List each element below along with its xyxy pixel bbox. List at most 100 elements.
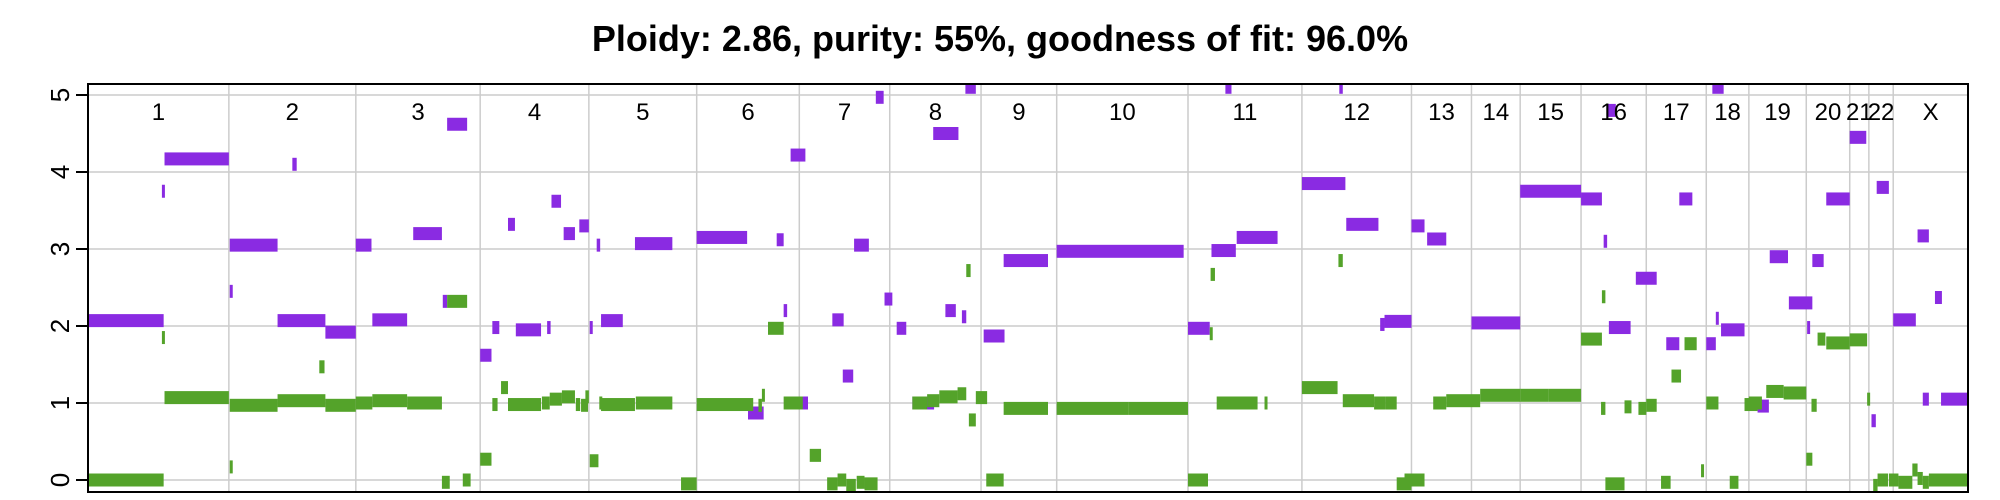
major-segment xyxy=(1384,314,1412,328)
major-segment xyxy=(229,238,278,252)
minor-segment xyxy=(508,398,542,412)
major-segment xyxy=(1236,230,1278,244)
minor-segment xyxy=(561,390,575,404)
minor-segment xyxy=(229,460,233,474)
minor-segment xyxy=(1783,386,1807,400)
minor-segment xyxy=(1671,369,1682,383)
minor-segment xyxy=(441,475,450,489)
minor-segment xyxy=(968,413,976,427)
major-segment xyxy=(1721,323,1745,337)
major-segment xyxy=(480,348,492,362)
major-segment xyxy=(1411,219,1425,233)
chromosome-label: 14 xyxy=(1482,99,1509,126)
major-segment xyxy=(896,321,907,335)
major-segment xyxy=(961,310,967,324)
chromosome-label: 21 xyxy=(1846,99,1873,126)
major-segment xyxy=(1715,311,1719,325)
minor-segment xyxy=(1480,388,1521,402)
minor-segment xyxy=(1342,394,1375,408)
major-segment xyxy=(1849,130,1867,144)
minor-segment xyxy=(1766,384,1784,398)
minor-segment xyxy=(758,398,762,412)
minor-segment xyxy=(1548,388,1582,402)
y-tick-label: 1 xyxy=(45,396,75,410)
minor-segment xyxy=(585,390,589,404)
minor-segment xyxy=(1806,452,1813,466)
minor-segment xyxy=(1188,473,1208,487)
minor-segment xyxy=(975,391,988,405)
minor-segment xyxy=(325,398,356,412)
major-segment xyxy=(634,237,673,251)
chromosome-label: 9 xyxy=(1012,99,1025,126)
minor-allele-series xyxy=(88,254,1968,491)
chromosome-label: 18 xyxy=(1714,99,1741,126)
minor-segment xyxy=(846,478,856,491)
minor-segment xyxy=(1701,464,1705,478)
major-segment xyxy=(1712,85,1724,94)
minor-segment xyxy=(768,321,784,335)
major-segment xyxy=(1788,296,1813,310)
minor-segment xyxy=(957,387,967,401)
grid-lines xyxy=(88,84,1968,492)
major-segment xyxy=(413,227,442,241)
chromosome-label: 19 xyxy=(1764,99,1791,126)
chromosome-label: 6 xyxy=(741,99,754,126)
chromosome-label: 11 xyxy=(1232,99,1257,126)
minor-segment xyxy=(480,452,492,466)
major-segment xyxy=(1812,254,1824,268)
major-segment xyxy=(372,313,408,327)
minor-segment xyxy=(601,398,635,412)
minor-segment xyxy=(986,473,1004,487)
minor-segment xyxy=(1817,332,1826,346)
major-segment xyxy=(579,219,589,233)
chromosome-label: 16 xyxy=(1600,99,1627,126)
minor-segment xyxy=(447,294,468,308)
major-segment xyxy=(1706,337,1716,351)
minor-segment xyxy=(1917,471,1923,485)
major-segment xyxy=(842,369,854,383)
major-segment xyxy=(1871,414,1876,428)
minor-segment xyxy=(1264,396,1268,410)
minor-segment xyxy=(319,360,325,374)
major-segment xyxy=(1581,192,1602,206)
major-segment xyxy=(983,329,1005,343)
minor-segment xyxy=(88,473,164,487)
major-segment xyxy=(551,194,562,208)
chromosome-label: 17 xyxy=(1663,99,1690,126)
major-segment xyxy=(1769,250,1788,264)
minor-segment xyxy=(1729,475,1739,489)
minor-segment xyxy=(1374,396,1386,410)
minor-segment xyxy=(1216,396,1258,410)
chromosome-label: 12 xyxy=(1343,99,1370,126)
minor-segment xyxy=(1867,392,1871,406)
minor-segment xyxy=(1056,401,1129,415)
major-segment xyxy=(875,90,884,104)
minor-segment xyxy=(783,396,803,410)
chromosome-label: 20 xyxy=(1815,99,1842,126)
major-segment xyxy=(933,127,959,140)
minor-segment xyxy=(372,394,408,408)
minor-segment xyxy=(575,398,581,412)
major-segment xyxy=(965,85,976,94)
minor-segment xyxy=(1898,475,1913,489)
major-segment xyxy=(1807,321,1811,335)
y-tick-label: 5 xyxy=(45,88,75,102)
y-tick-label: 4 xyxy=(45,165,75,179)
y-tick-label: 2 xyxy=(45,319,75,333)
minor-segment xyxy=(635,396,673,410)
chromosome-label: 10 xyxy=(1109,99,1136,126)
minor-segment xyxy=(696,398,754,412)
chromosome-label: 1 xyxy=(152,99,165,126)
major-segment xyxy=(1225,85,1232,94)
major-segment xyxy=(945,304,956,318)
minor-segment xyxy=(1520,388,1549,402)
major-segment xyxy=(164,152,229,166)
minor-segment xyxy=(1338,254,1343,268)
major-segment xyxy=(1339,85,1343,94)
minor-segment xyxy=(1446,394,1481,408)
minor-segment xyxy=(549,392,562,406)
major-segment xyxy=(589,321,593,335)
chromosome-label: 13 xyxy=(1428,99,1455,126)
minor-segment xyxy=(1404,473,1425,487)
